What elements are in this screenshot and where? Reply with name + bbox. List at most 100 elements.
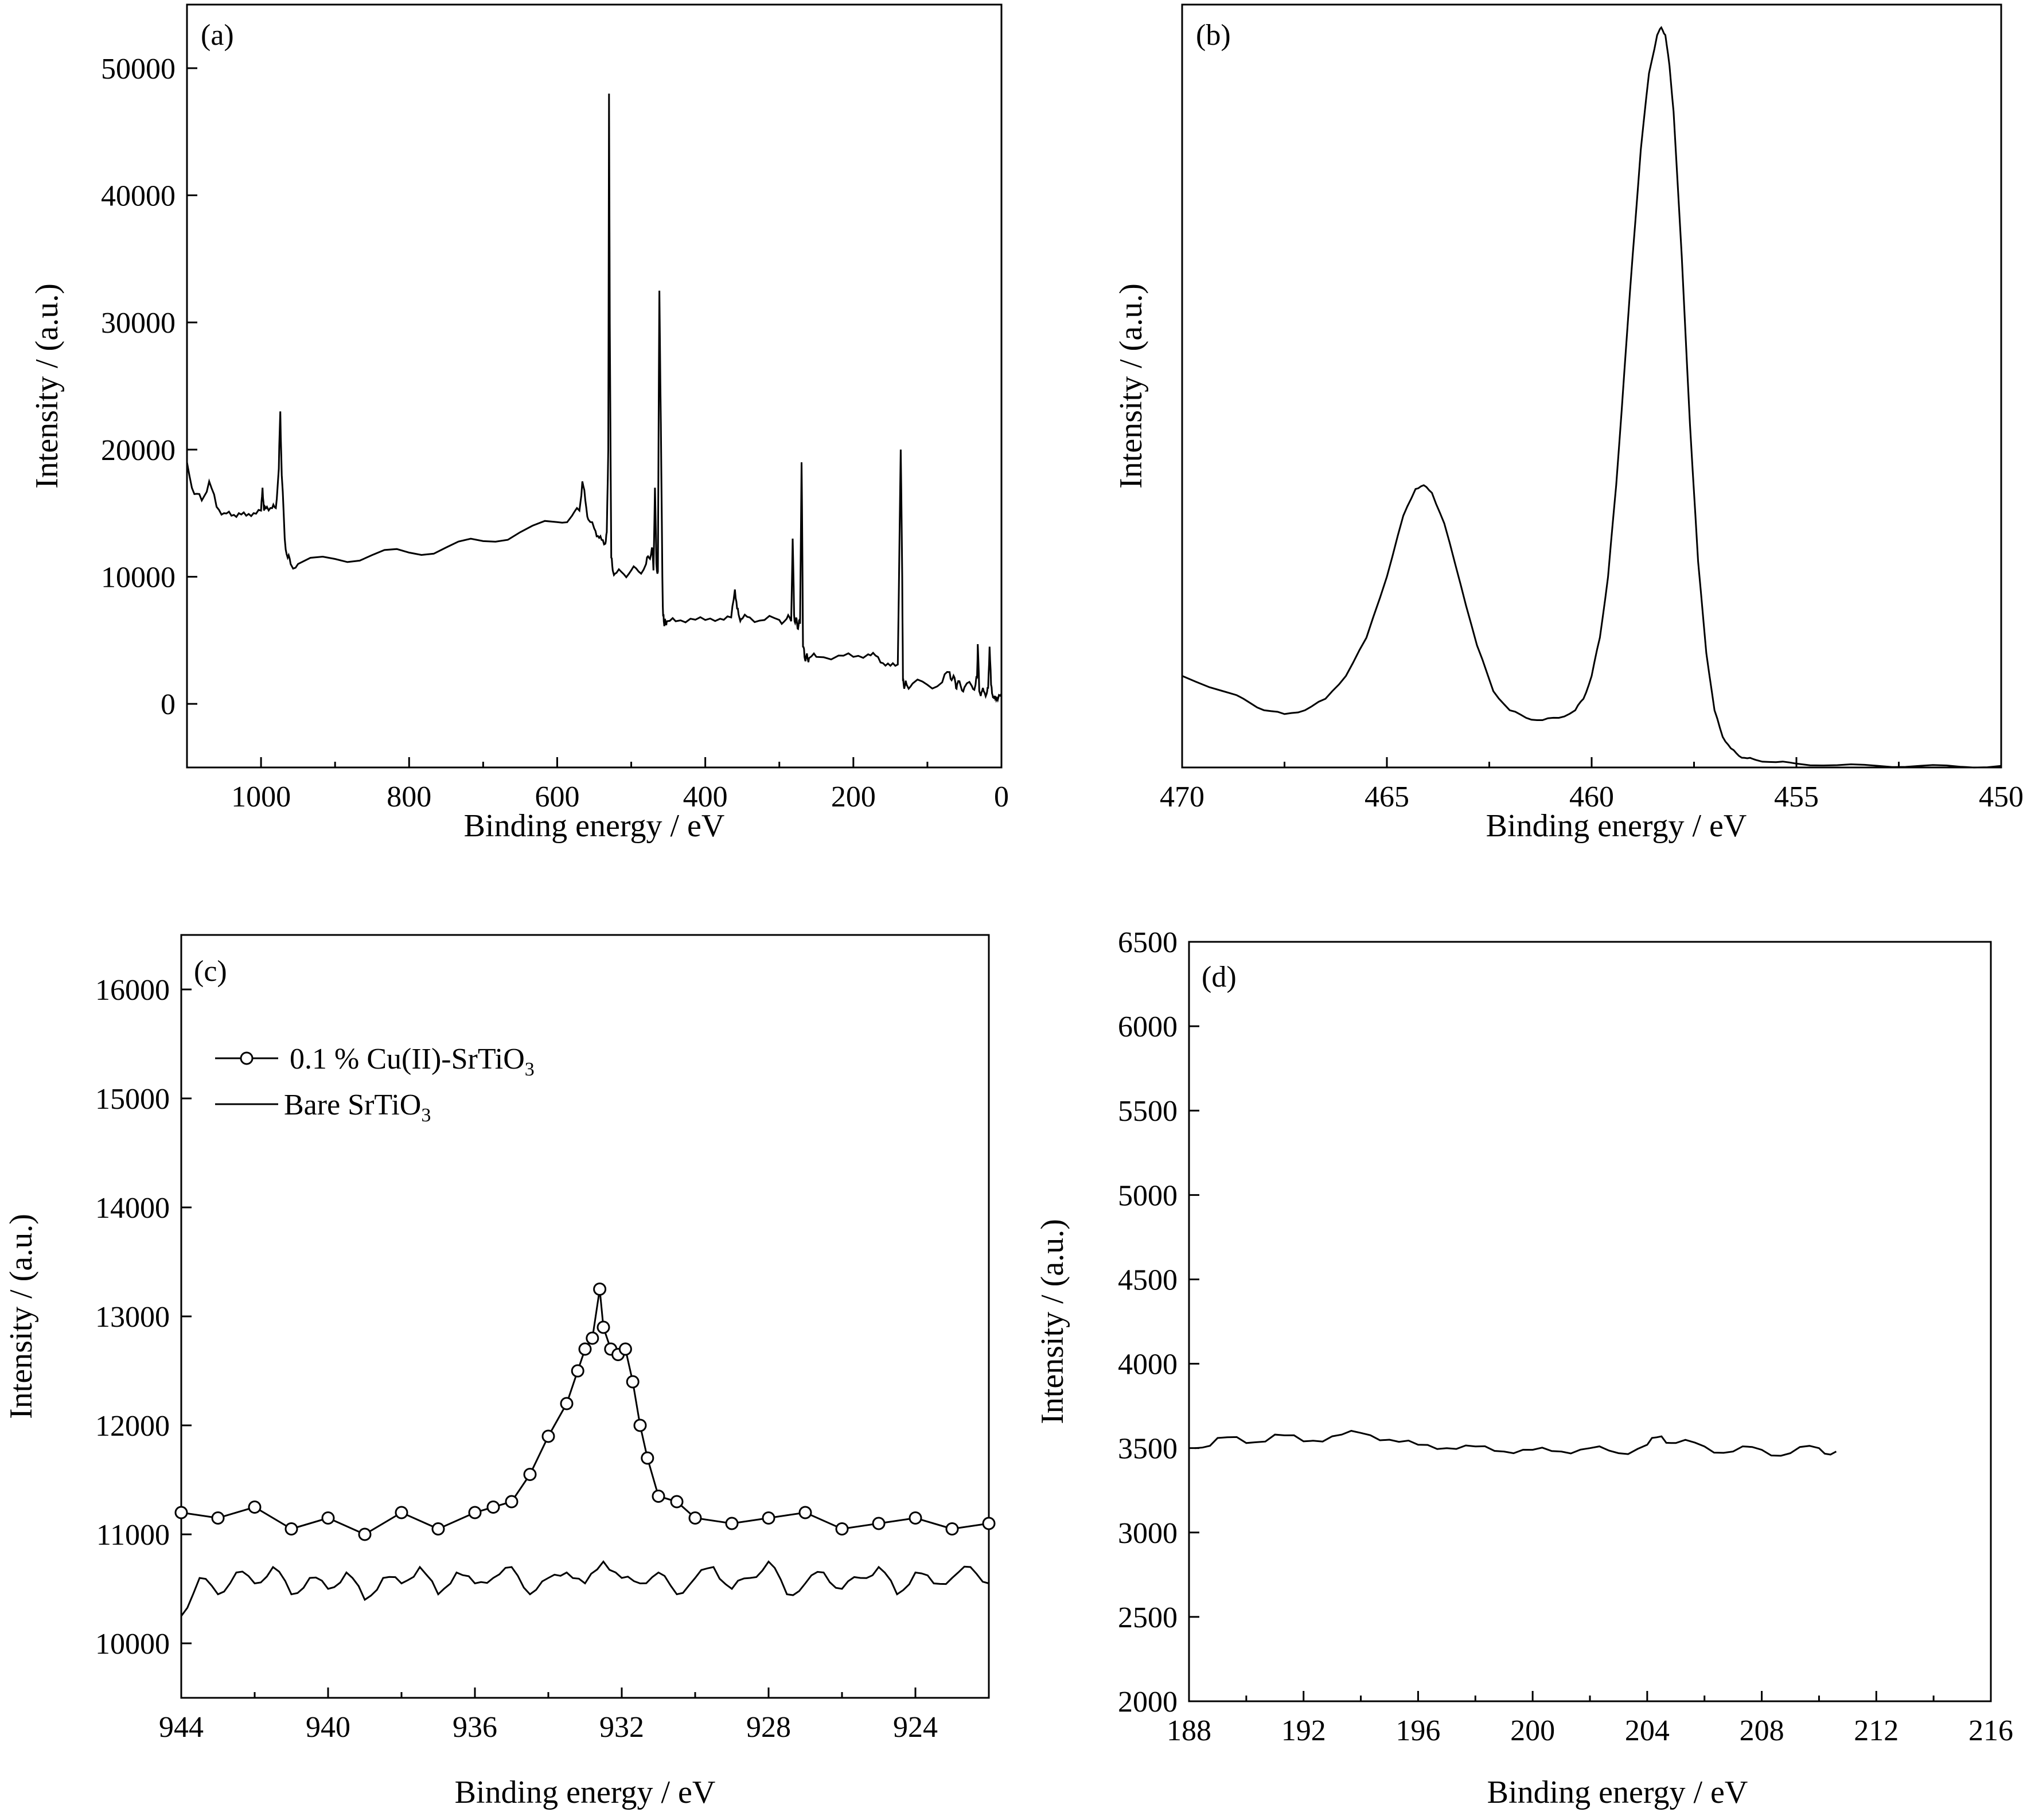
x-tick-label: 940 — [306, 1711, 350, 1744]
y-tick-label: 3500 — [1118, 1433, 1178, 1466]
tick-group: 188 192 196 200 204 208 212 216 2000 2500 3000 3500… — [1118, 926, 2013, 1747]
series-group — [1182, 26, 2002, 769]
x-tick-label: 188 — [1167, 1714, 1211, 1747]
series-point — [358, 1527, 372, 1541]
panel-a: (a) 1000 800 600 400 200 00100002000030000400… — [29, 3, 1009, 844]
legend-label-bare: Bare SrTiO3 — [284, 1089, 431, 1126]
y-axis-label: Intensity / (a.u.) — [29, 283, 65, 489]
plot-frame — [1188, 941, 1992, 1702]
x-tick-label: 450 — [1979, 781, 2024, 813]
x-axis-label: Binding energy / eV — [464, 808, 725, 844]
y-tick-label: 12000 — [95, 1410, 170, 1443]
series-point — [560, 1397, 574, 1410]
plot-frame — [186, 3, 1003, 769]
panel-c: (c) 944 940 936 932 928 924 10000 11000 12000 130… — [3, 934, 996, 1810]
series-point — [618, 1342, 632, 1356]
y-tick-label: 6500 — [1118, 926, 1178, 959]
series-point — [174, 1506, 188, 1519]
y-axis-label: Intensity / (a.u.) — [3, 1214, 39, 1419]
y-tick-label: 16000 — [95, 974, 170, 1007]
x-axis-label: Binding energy / eV — [1486, 808, 1747, 844]
series-point — [982, 1517, 996, 1530]
series-point — [652, 1490, 665, 1503]
x-tick-label: 200 — [1510, 1714, 1555, 1747]
series-point — [762, 1511, 775, 1525]
x-tick-label: 928 — [746, 1711, 791, 1744]
y-tick-label: 4000 — [1118, 1349, 1178, 1381]
y-tick-label: 50000 — [101, 53, 176, 85]
x-axis-label: Binding energy / eV — [455, 1775, 716, 1810]
legend-label-cu: 0.1 % Cu(II)-SrTiO3 — [290, 1043, 535, 1080]
y-tick-label: 4500 — [1118, 1264, 1178, 1296]
y-tick-label: 40000 — [101, 180, 176, 213]
y-tick-label: 3000 — [1118, 1517, 1178, 1550]
y-tick-label: 15000 — [95, 1083, 170, 1116]
y-tick-label: 5500 — [1118, 1095, 1178, 1128]
series-point — [641, 1451, 654, 1465]
x-tick-label: 204 — [1625, 1714, 1670, 1747]
y-tick-label: 10000 — [101, 562, 176, 594]
plot-frame — [1181, 3, 2002, 769]
series-point — [633, 1418, 647, 1432]
x-tick-label: 216 — [1968, 1714, 2013, 1747]
series-point — [578, 1342, 592, 1356]
series-point — [541, 1429, 555, 1443]
x-tick-label: 0 — [994, 781, 1009, 813]
panel-label: (d) — [1202, 961, 1237, 993]
series-line-2 — [180, 1560, 989, 1617]
series-point — [505, 1495, 519, 1509]
x-tick-label: 936 — [453, 1711, 497, 1744]
series-group — [186, 93, 1003, 703]
series-point — [670, 1495, 684, 1509]
series-point — [284, 1522, 298, 1535]
x-tick-label: 1000 — [231, 781, 291, 813]
x-tick-label: 470 — [1160, 781, 1204, 813]
panel-label: (c) — [194, 955, 227, 988]
series-line-1 — [1182, 26, 2002, 769]
y-tick-label: 6000 — [1118, 1011, 1178, 1043]
series-point — [909, 1511, 922, 1525]
x-tick-label: 455 — [1774, 781, 1819, 813]
series-point — [248, 1501, 262, 1514]
y-axis-label: Intensity / (a.u.) — [1035, 1219, 1070, 1424]
y-tick-label: 30000 — [101, 307, 176, 340]
series-point — [688, 1511, 702, 1525]
y-tick-label: 10000 — [95, 1628, 170, 1661]
x-tick-label: 800 — [387, 781, 431, 813]
x-tick-label: 600 — [535, 781, 579, 813]
legend: 0.1 % Cu(II)-SrTiO3 Bare SrTiO3 — [215, 1043, 535, 1126]
x-tick-label: 196 — [1395, 1714, 1440, 1747]
series-point — [597, 1320, 610, 1334]
x-tick-label: 924 — [893, 1711, 938, 1744]
series-point — [431, 1522, 445, 1535]
series-point — [586, 1331, 599, 1345]
x-tick-label: 465 — [1365, 781, 1409, 813]
y-tick-label: 2500 — [1118, 1601, 1178, 1634]
x-tick-label: 212 — [1854, 1714, 1899, 1747]
y-tick-label: 13000 — [95, 1301, 170, 1334]
series-point — [945, 1522, 959, 1535]
panel-label: (b) — [1196, 19, 1231, 52]
x-axis-label: Binding energy / eV — [1487, 1775, 1748, 1810]
y-tick-label: 14000 — [95, 1192, 170, 1225]
y-tick-label: 5000 — [1118, 1179, 1178, 1212]
series-point — [835, 1522, 849, 1535]
series-line-1 — [181, 1289, 989, 1535]
y-axis-label: Intensity / (a.u.) — [1113, 283, 1149, 489]
x-tick-label: 200 — [831, 781, 876, 813]
x-tick-label: 932 — [599, 1711, 644, 1744]
legend-marker-cu — [240, 1051, 254, 1065]
panel-label: (a) — [201, 19, 234, 52]
series-point — [571, 1364, 584, 1378]
y-tick-label: 2000 — [1118, 1686, 1178, 1718]
y-tick-label: 20000 — [101, 434, 176, 467]
series-point — [798, 1506, 812, 1519]
series-point — [523, 1468, 537, 1481]
tick-group: 1000 800 600 400 200 001000020000300004000050… — [101, 53, 1009, 813]
x-tick-label: 944 — [159, 1711, 204, 1744]
series-point — [468, 1506, 482, 1519]
series-point — [211, 1511, 225, 1525]
series-group — [1194, 1429, 1837, 1457]
series-line-1 — [1194, 1429, 1837, 1457]
